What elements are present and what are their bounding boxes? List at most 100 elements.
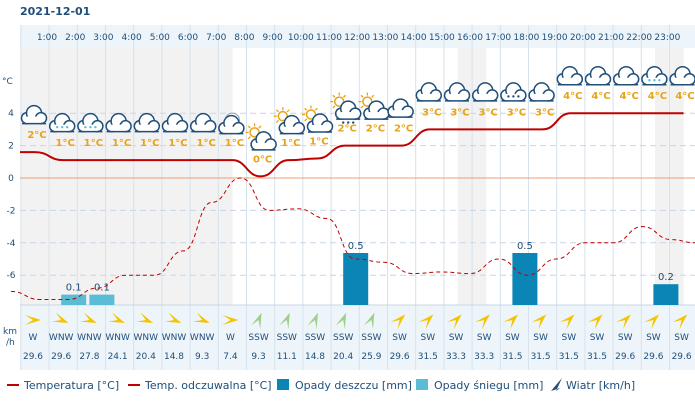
legend-rain-swatch xyxy=(277,379,289,390)
cloud-snow-icon xyxy=(641,65,668,86)
wind-speed: 29.6 xyxy=(643,352,663,362)
rain-drop xyxy=(512,95,515,98)
sun-ray xyxy=(286,109,290,113)
wind-arrow-icon xyxy=(559,314,575,330)
wind-direction: SW xyxy=(590,333,605,343)
y-tick-labels: 4 2 0 -2 -4 -6 xyxy=(7,109,16,281)
cloud-icon xyxy=(471,82,499,102)
cloud-icon xyxy=(189,112,217,133)
wind-speed: 31.5 xyxy=(531,352,551,362)
cloud-shape xyxy=(278,114,306,135)
cloud-shape xyxy=(363,100,390,120)
cloud-shape xyxy=(500,82,527,102)
wind-direction: SW xyxy=(533,333,548,343)
sun-ray xyxy=(247,136,251,140)
sun-cloud-icon xyxy=(358,92,390,120)
cloud-fill xyxy=(340,112,356,119)
wind-direction: SW xyxy=(561,333,576,343)
wind-direction: SW xyxy=(477,333,492,343)
temperature-line xyxy=(20,112,684,178)
snow-flake xyxy=(658,79,661,82)
temperature-label: 2°C xyxy=(27,130,46,141)
snow-flake xyxy=(94,125,97,129)
wind-speed: 29.6 xyxy=(51,352,71,362)
temperature-label: 1°C xyxy=(281,138,300,149)
wind-speed: 9.3 xyxy=(251,352,265,362)
cloud-shape xyxy=(20,104,48,125)
wind-arrow-icon xyxy=(51,312,69,323)
precip-bar-snow xyxy=(89,294,115,305)
temperature-labels: 2°C 1°C 1°C 1°C 1°C 1°C 1°C 1°C 0°C 1°C 1°C 2°C 2°C 2… xyxy=(27,91,694,165)
cloud-shape xyxy=(189,112,217,133)
cloud-fill xyxy=(392,110,408,117)
cloud-shape xyxy=(306,113,334,133)
legend-wind-arrow-icon xyxy=(551,378,562,391)
y-tick-label: -6 xyxy=(7,271,16,281)
feels-like-line xyxy=(10,177,695,300)
cloud-shape xyxy=(584,65,612,86)
hour-label: 20:00 xyxy=(570,33,596,43)
hour-label: 17:00 xyxy=(485,33,511,43)
wind-arrow-icon xyxy=(616,314,631,330)
cloud-shape xyxy=(133,112,161,133)
cloud-fill xyxy=(449,93,464,101)
sun-ray xyxy=(332,94,336,98)
hour-label: 11:00 xyxy=(316,33,342,43)
cloud-shape xyxy=(471,82,499,102)
wind-direction: SSW xyxy=(333,333,353,343)
wind-direction: SW xyxy=(618,333,633,343)
sun-ray xyxy=(247,125,251,129)
wind-arrow-icon xyxy=(108,312,126,323)
wind-arrow-icon xyxy=(418,314,434,330)
precip-bar-rain xyxy=(512,253,538,305)
sun-ray xyxy=(275,119,280,124)
hour-label: 13:00 xyxy=(372,33,398,43)
temperature-label: 1°C xyxy=(140,138,159,149)
cloud-fill xyxy=(312,125,327,132)
hour-label: 19:00 xyxy=(542,33,568,43)
precip-bar-rain xyxy=(653,284,679,305)
wind-direction: WNW xyxy=(190,333,215,343)
wind-speed: 33.3 xyxy=(474,352,494,362)
hour-label: 4:00 xyxy=(121,33,141,43)
wind-speed: 29.6 xyxy=(390,352,410,362)
wind-speed: 31.5 xyxy=(559,352,579,362)
sun-ray xyxy=(275,109,280,113)
cloud-snow-icon xyxy=(77,112,104,133)
cloud-icon xyxy=(528,82,555,102)
snow-flake xyxy=(66,125,69,129)
wind-arrow-icon xyxy=(587,314,603,330)
rain-drop xyxy=(517,95,520,98)
temperature-label: 2°C xyxy=(338,124,357,135)
wind-speed: 31.5 xyxy=(418,352,438,362)
temperature-label: 4°C xyxy=(675,91,694,102)
wind-direction: SSW xyxy=(361,333,381,343)
wind-speed: 11.1 xyxy=(277,352,297,362)
hour-label: 9:00 xyxy=(262,33,282,43)
sun-disc xyxy=(305,109,317,120)
legend-rain-label: Opady deszczu [mm] xyxy=(295,379,412,392)
sun-disc xyxy=(362,96,373,107)
wind-direction: WNW xyxy=(162,333,187,343)
cloud-fill xyxy=(618,77,634,85)
temperature-label: 1°C xyxy=(84,138,103,149)
temperature-label: 4°C xyxy=(620,91,639,102)
snow-flake xyxy=(61,125,64,129)
wind-speed: 14.8 xyxy=(164,352,184,362)
wind-arrow-icon xyxy=(25,315,41,325)
cloud-icon xyxy=(161,112,189,133)
snow-flake xyxy=(89,125,92,129)
precip-label: 0.5 xyxy=(348,241,364,252)
cloud-fill xyxy=(255,142,271,150)
cloud-icon xyxy=(415,82,443,102)
wind-direction: SW xyxy=(449,333,464,343)
cloud-fill xyxy=(590,77,605,85)
temperature-label: 0°C xyxy=(253,154,272,165)
wind-row: W 29.6 WNW 29.6 WNW 27.8 WNW 24.1 WNW 20.4 WNW 14.8… xyxy=(23,312,692,362)
sun-ray xyxy=(371,94,375,98)
y-tick-label: 4 xyxy=(8,109,14,119)
sun-ray xyxy=(360,105,364,109)
rain-drop xyxy=(507,95,510,98)
wind-speed: 29.6 xyxy=(672,352,692,362)
